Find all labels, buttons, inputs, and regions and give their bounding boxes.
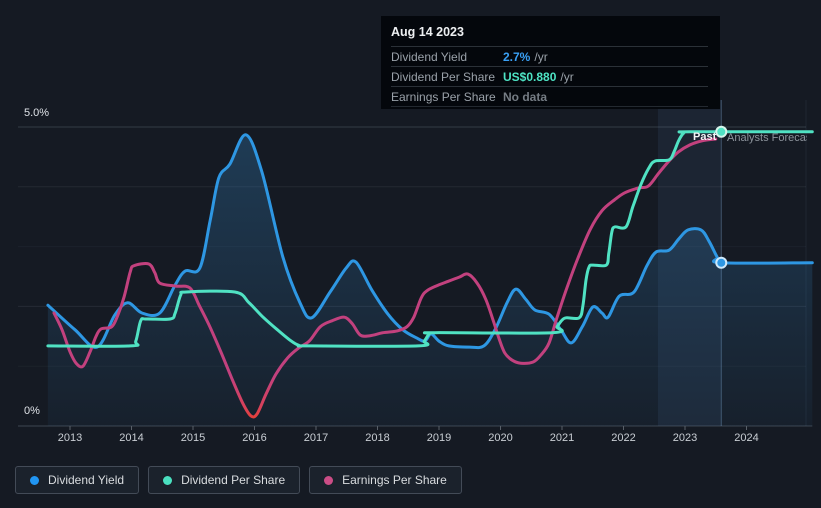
tooltip-date: Aug 14 2023 (391, 25, 464, 39)
tooltip-row-dividend-yield: Dividend Yield 2.7% /yr (391, 46, 708, 66)
tooltip-row-unit: /yr (560, 69, 574, 84)
legend-item-dividend-yield[interactable]: Dividend Yield (15, 466, 140, 494)
x-tick-label: 2021 (549, 432, 575, 444)
legend-label: Dividend Per Share (181, 473, 286, 487)
tooltip-row-label: Earnings Per Share (391, 89, 496, 104)
earnings-per-share-dot-icon (324, 475, 334, 485)
legend-label: Dividend Yield (48, 473, 125, 487)
legend-item-earnings-per-share[interactable]: Earnings Per Share (309, 466, 462, 494)
chart-legend: Dividend Yield Dividend Per Share Earnin… (15, 466, 462, 494)
legend-label: Earnings Per Share (342, 473, 447, 487)
past-label: Past (693, 131, 717, 143)
x-tick-label: 2015 (180, 432, 206, 444)
x-tick-label: 2018 (365, 432, 390, 444)
y-axis-label-bottom: 0% (24, 405, 40, 417)
chart-tooltip: Aug 14 2023 Dividend Yield 2.7% /yr Divi… (381, 16, 720, 109)
x-tick-label: 2022 (611, 432, 636, 444)
x-tick-label: 2014 (119, 432, 144, 444)
tooltip-row-earnings-per-share: Earnings Per Share No data (391, 86, 708, 107)
legend-item-dividend-per-share[interactable]: Dividend Per Share (148, 466, 301, 494)
x-tick-label: 2016 (242, 432, 267, 444)
tooltip-row-value: 2.7% (503, 49, 531, 64)
dividend-per-share-dot-icon (163, 475, 173, 485)
tooltip-row-unit: /yr (534, 49, 548, 64)
analysts-forecast-label: Analysts Forecast (727, 132, 807, 144)
tooltip-row-label: Dividend Yield (391, 49, 468, 64)
tooltip-row-value: US$0.880 (503, 69, 557, 84)
x-tick-label: 2013 (57, 432, 83, 444)
tooltip-row-value: No data (503, 89, 548, 104)
x-tick-label: 2020 (488, 432, 513, 444)
x-tick-label: 2019 (426, 432, 452, 444)
x-tick-label: 2024 (734, 432, 759, 444)
y-axis-label-top: 5.0% (24, 107, 50, 119)
tooltip-row-dividend-per-share: Dividend Per Share US$0.880 /yr (391, 66, 708, 86)
dividend-yield-dot-icon (30, 475, 39, 485)
x-tick-label: 2023 (672, 432, 698, 444)
tooltip-row-label: Dividend Per Share (391, 69, 496, 84)
x-tick-label: 2017 (303, 432, 329, 444)
